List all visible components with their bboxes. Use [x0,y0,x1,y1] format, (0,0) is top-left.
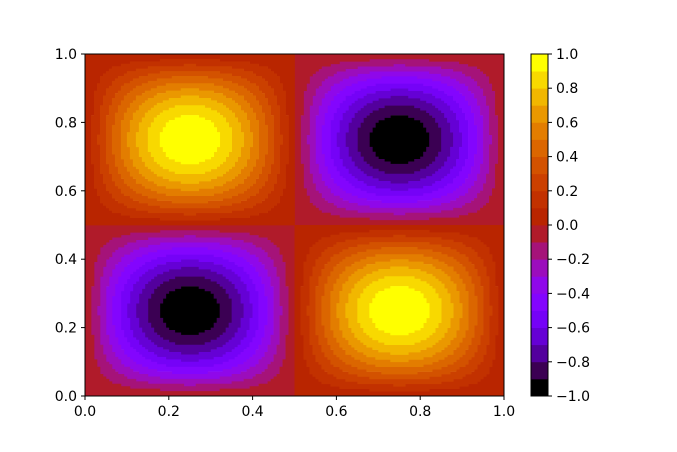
colorbar-band-0.7-to-0.8 [531,88,548,106]
colorbar-axis: 1.0 0.8 0.6 0.4 0.2 0.0 −0.2 −0.4 −0.6 −0.8 −1.0 [548,47,590,405]
colorbar-band-0.1-to-0.2 [531,190,548,209]
y-tick-label: 0.6 [55,184,77,200]
y-tick-label: 0.4 [55,252,77,268]
colorbar-tick-label: −0.6 [556,321,590,337]
y-axis: 0.0 0.2 0.4 0.6 0.8 1.0 [55,47,85,405]
colorbar-band--0.3-to--0.2 [531,259,548,277]
colorbar-tick-label: −0.4 [556,286,590,302]
colorbar-band--0.4-to--0.3 [531,276,548,294]
x-tick-label: 0.4 [241,404,263,420]
contour-band--1.0-to--0.9 [159,115,430,336]
contour-band-0.9-to-1.0 [159,115,430,336]
colorbar-band--0.8-to--0.7 [531,344,548,363]
colorbar-band-0.5-to-0.6 [531,122,548,140]
colorbar-tick-label: 1.0 [556,47,578,63]
y-tick-label: 1.0 [55,47,77,63]
x-tick-label: 1.0 [493,404,515,420]
colorbar-band-0.4-to-0.5 [531,139,548,157]
colorbar-tick-label: −1.0 [556,389,590,405]
colorbar-band-0.3-to-0.4 [531,156,548,175]
colorbar-band--0.5-to--0.4 [531,293,548,311]
colorbar-band--0.9-to--0.8 [531,361,548,380]
colorbar-band-0.6-to-0.7 [531,105,548,123]
colorbar [530,53,549,397]
colorbar-band-0.9-to-1.0 [531,54,548,72]
colorbar-tick-label: 0.4 [556,150,578,166]
colorbar-tick-label: 0.8 [556,81,578,97]
plot-frame [84,53,505,397]
colorbar-tick-label: 0.6 [556,115,578,131]
x-tick-label: 0.8 [409,404,431,420]
x-tick-label: 0.0 [74,404,96,420]
axes-frame [84,53,505,397]
y-tick-label: 0.2 [55,321,77,337]
colorbar-band-0.8-to-0.9 [531,71,548,89]
plot-area [85,54,505,397]
colorbar-tick-label: 0.0 [556,218,578,234]
colorbar-tick-label: 0.2 [556,184,578,200]
colorbar-band-0.2-to-0.3 [531,173,548,192]
colorbar-band--0.2-to--0.1 [531,242,548,260]
x-tick-label: 0.2 [158,404,180,420]
y-tick-label: 0.8 [55,115,77,131]
colorbar-band--0.1-to-0.0 [531,225,548,243]
colorbar-band-0.0-to-0.1 [531,207,548,226]
colorbar-tick-label: −0.2 [556,252,590,268]
colorbar-band--0.6-to--0.5 [531,310,548,328]
contour-band-0.0-to-0.1 [85,54,505,397]
x-axis: 0.0 0.2 0.4 0.6 0.8 1.0 [74,396,515,420]
colorbar-band--0.7-to--0.6 [531,327,548,346]
x-tick-label: 0.6 [325,404,347,420]
y-tick-label: 0.0 [55,389,77,405]
colorbar-tick-label: −0.8 [556,355,590,371]
colorbar-band--1.0-to--0.9 [531,378,548,397]
